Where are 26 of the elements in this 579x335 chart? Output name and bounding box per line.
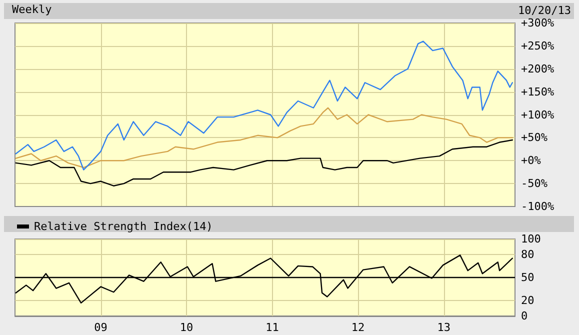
y-tick-label: +50% [521,131,548,144]
legend-label: Relative Strength Index(14) [34,220,213,233]
y-tick-label: 80 [521,248,534,261]
y-tick-label: +0% [521,154,542,168]
x-tick-label: 12 [351,321,365,334]
y-tick-label: -50% [521,177,548,190]
y-tick-label: 0 [521,310,528,322]
x-tick-label: 09 [94,321,108,334]
y-tick-label: +250% [521,39,554,52]
x-tick-label: 13 [437,321,450,334]
line-series [15,40,514,170]
y-tick-label: +200% [521,62,554,76]
y-tick-label: +150% [521,85,554,98]
line-series [15,139,514,186]
line-series [15,254,514,304]
y-tick-label: -100% [521,200,554,213]
y-tick-label: 100 [521,232,541,246]
line-series [15,107,514,168]
y-tick-label: +300% [521,16,554,30]
y-tick-label: 20 [521,294,534,308]
x-tick-label: 11 [266,321,279,334]
y-tick-label: 50 [521,271,534,284]
text: 10/20/13 [518,4,572,17]
y-tick-label: +100% [521,108,554,122]
x-tick-label: 10 [180,321,194,334]
chart-title: Weekly [12,3,52,16]
